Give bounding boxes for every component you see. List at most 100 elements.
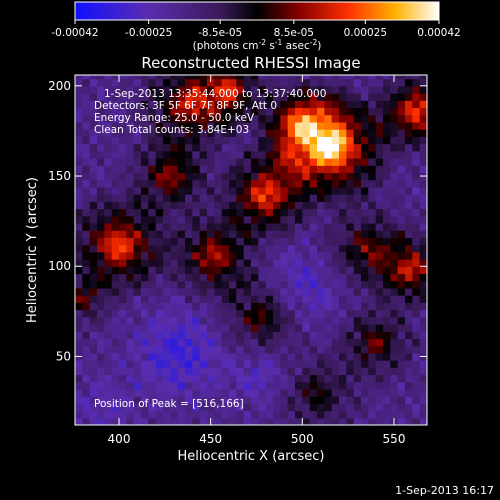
heatmap-cell [368, 172, 377, 181]
heatmap-cell [339, 360, 347, 368]
heatmap-cell [361, 316, 369, 325]
heatmap-cell [331, 136, 340, 145]
heatmap-cell [97, 194, 105, 202]
heatmap-cell [119, 201, 127, 210]
heatmap-cell [119, 215, 127, 224]
heatmap-cell [177, 410, 186, 419]
heatmap-cell [75, 100, 83, 109]
heatmap-cell [97, 403, 105, 412]
heatmap-cell [353, 237, 362, 246]
heatmap-cell [185, 360, 193, 368]
heatmap-cell [397, 273, 406, 282]
heatmap-cell [339, 121, 347, 130]
x-axis-label: Heliocentric X (arcsec) [178, 449, 325, 464]
heatmap-cell [302, 352, 311, 361]
heatmap-cell [280, 259, 289, 267]
heatmap-cell [192, 121, 201, 130]
heatmap-cell [324, 172, 333, 181]
heatmap-cell [89, 136, 98, 145]
heatmap-cell [185, 396, 193, 404]
colorbar-tick-label: -8.5e-05 [198, 27, 242, 39]
heatmap-cell [287, 316, 296, 325]
heatmap-cell [302, 345, 311, 354]
heatmap-cell [390, 331, 399, 340]
heatmap-cell [221, 93, 230, 101]
heatmap-cell [170, 186, 179, 195]
heatmap-cell [177, 259, 186, 267]
heatmap-cell [309, 136, 318, 145]
heatmap-cell [419, 85, 427, 94]
heatmap-cell [75, 403, 83, 412]
heatmap-cell [97, 323, 105, 332]
heatmap-cell [148, 396, 157, 404]
heatmap-cell [185, 165, 193, 174]
heatmap-cell [383, 316, 391, 325]
heatmap-cell [236, 381, 245, 390]
heatmap-cell [104, 417, 113, 425]
heatmap-cell [390, 143, 399, 152]
heatmap-cell [221, 136, 230, 145]
heatmap-cell [273, 295, 281, 303]
heatmap-cell [390, 302, 399, 311]
heatmap-cell [346, 410, 355, 419]
heatmap-cell [243, 186, 252, 195]
heatmap-cell [368, 222, 377, 231]
heatmap-cell [236, 259, 245, 267]
heatmap-cell [251, 345, 259, 354]
annotation-time: 1-Sep-2013 13:35:44.000 to 13:37:40.000 [104, 88, 326, 100]
heatmap-cell [375, 208, 384, 217]
heatmap-cell [148, 244, 157, 253]
heatmap-cell [141, 93, 149, 101]
heatmap-cell [199, 323, 208, 332]
heatmap-cell [412, 75, 421, 80]
heatmap-cell [317, 287, 325, 296]
heatmap-cell [280, 143, 289, 152]
heatmap-cell [133, 417, 142, 425]
heatmap-cell [243, 136, 252, 145]
heatmap-cell [236, 201, 245, 210]
heatmap-cell [412, 208, 421, 217]
heatmap-cell [119, 259, 127, 267]
heatmap-cell [412, 287, 421, 296]
heatmap-cell [119, 237, 127, 246]
heatmap-cell [295, 388, 303, 397]
heatmap-cell [383, 93, 391, 101]
heatmap-cell [324, 331, 333, 340]
heatmap-cell [111, 323, 120, 332]
heatmap-cell [412, 201, 421, 210]
heatmap-cell [258, 360, 267, 368]
heatmap-cell [177, 280, 186, 289]
heatmap-cell [126, 345, 135, 354]
heatmap-cell [221, 150, 230, 159]
heatmap-cell [119, 129, 127, 137]
heatmap-cell [265, 374, 274, 383]
heatmap-cell [309, 381, 318, 390]
heatmap-cell [185, 208, 193, 217]
heatmap-cell [163, 417, 171, 425]
heatmap-cell [75, 381, 83, 390]
heatmap-cell [126, 316, 135, 325]
heatmap-cell [75, 85, 83, 94]
heatmap-cell [89, 266, 98, 275]
heatmap-cell [192, 266, 201, 275]
heatmap-cell [309, 367, 318, 376]
heatmap-cell [199, 194, 208, 202]
heatmap-cell [375, 194, 384, 202]
heatmap-cell [361, 208, 369, 217]
heatmap-cell [295, 309, 303, 318]
heatmap-cell [258, 100, 267, 109]
heatmap-cell [302, 143, 311, 152]
heatmap-cell [75, 388, 83, 397]
heatmap-cell [390, 388, 399, 397]
heatmap-cell [353, 367, 362, 376]
heatmap-cell [309, 374, 318, 383]
heatmap-cell [368, 367, 377, 376]
heatmap-cell [229, 403, 237, 412]
heatmap-cell [339, 352, 347, 361]
heatmap-cell [295, 360, 303, 368]
heatmap-cell [331, 172, 340, 181]
heatmap-cell [199, 295, 208, 303]
heatmap-cell [214, 186, 223, 195]
heatmap-cell [405, 143, 413, 152]
heatmap-cell [229, 215, 237, 224]
